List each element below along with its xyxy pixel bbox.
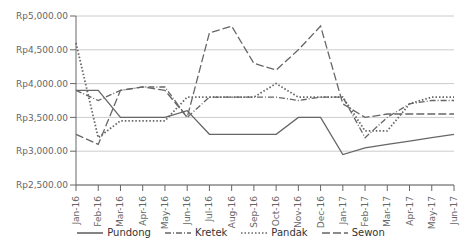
svg-text:Mar-17: Mar-17 (382, 196, 392, 227)
svg-text:Rp3,000.00: Rp3,000.00 (16, 146, 68, 156)
svg-text:Aug-16: Aug-16 (227, 196, 237, 229)
svg-text:Jun-17: Jun-17 (449, 196, 459, 226)
html-text:Pandak: Pandak (271, 227, 308, 238)
svg-text:May-17: May-17 (427, 196, 437, 229)
svg-text:Jan-16: Jan-16 (71, 196, 81, 226)
svg-text:Feb-16: Feb-16 (93, 196, 103, 227)
svg-text:Sep-16: Sep-16 (249, 196, 259, 228)
svg-text:Jan-17: Jan-17 (338, 196, 348, 226)
svg-text:Oct-16: Oct-16 (271, 196, 281, 227)
svg-text:Jul-16: Jul-16 (204, 196, 214, 223)
svg-text:Rp4,000.00: Rp4,000.00 (16, 79, 68, 89)
svg-text:May-16: May-16 (160, 196, 170, 229)
svg-text:Rp3,500.00: Rp3,500.00 (16, 113, 68, 123)
svg-text:Mar-16: Mar-16 (115, 196, 125, 227)
svg-text:Rp5,000.00: Rp5,000.00 (16, 11, 68, 21)
svg-text:Rp2,500.00: Rp2,500.00 (16, 180, 68, 190)
html-text:Pundong: Pundong (107, 227, 151, 238)
svg-text:Apr-16: Apr-16 (138, 196, 148, 226)
svg-text:Dec-16: Dec-16 (316, 196, 326, 228)
svg-text:Jun-16: Jun-16 (182, 196, 192, 226)
svg-text:Apr-17: Apr-17 (405, 196, 415, 226)
html-text:Sewon: Sewon (351, 227, 385, 238)
svg-text:Rp4,500.00: Rp4,500.00 (16, 45, 68, 55)
svg-text:Nov-16: Nov-16 (293, 196, 303, 228)
svg-text:Feb-17: Feb-17 (360, 196, 370, 227)
html-text:Kretek: Kretek (194, 227, 228, 238)
